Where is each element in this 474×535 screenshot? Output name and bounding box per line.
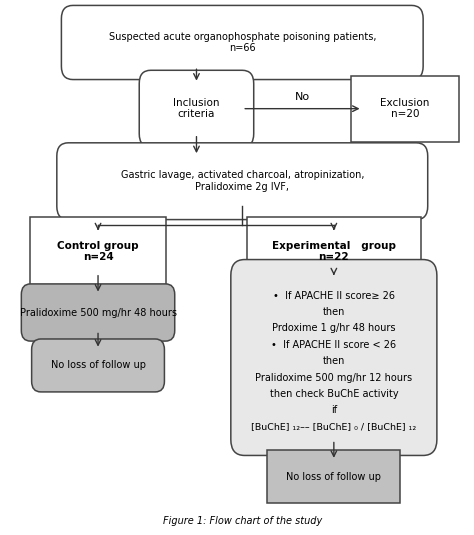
FancyBboxPatch shape (30, 217, 165, 286)
Text: Pralidoxime 500 mg/hr 12 hours: Pralidoxime 500 mg/hr 12 hours (255, 372, 412, 383)
FancyBboxPatch shape (351, 75, 459, 142)
Text: •  If APACHE II score < 26: • If APACHE II score < 26 (271, 340, 396, 350)
Text: then: then (323, 307, 345, 317)
Text: No loss of follow up: No loss of follow up (286, 472, 382, 482)
Text: No: No (295, 93, 310, 102)
Text: Prdoxime 1 g/hr 48 hours: Prdoxime 1 g/hr 48 hours (272, 323, 396, 333)
Text: Figure 1: Flow chart of the study: Figure 1: Flow chart of the study (163, 516, 322, 525)
Text: Exclusion
n=20: Exclusion n=20 (380, 98, 429, 119)
Text: Pralidoxime 500 mg/hr 48 hours: Pralidoxime 500 mg/hr 48 hours (19, 308, 176, 317)
Text: Suspected acute organophosphate poisoning patients,
n=66: Suspected acute organophosphate poisonin… (109, 32, 376, 54)
FancyBboxPatch shape (21, 284, 175, 341)
FancyBboxPatch shape (267, 450, 400, 503)
Text: •  If APACHE II score≥ 26: • If APACHE II score≥ 26 (273, 291, 395, 301)
FancyBboxPatch shape (62, 5, 423, 80)
FancyBboxPatch shape (231, 259, 437, 455)
Text: Control group
n=24: Control group n=24 (57, 241, 139, 262)
FancyBboxPatch shape (57, 143, 428, 219)
Text: Experimental   group
n=22: Experimental group n=22 (272, 241, 396, 262)
Text: if: if (331, 406, 337, 416)
Text: Gastric lavage, activated charcoal, atropinization,
Pralidoxime 2g IVF,: Gastric lavage, activated charcoal, atro… (120, 171, 364, 192)
Text: then check BuChE activity: then check BuChE activity (270, 389, 398, 399)
Text: [BuChE] ₁₂–– [BuChE] ₀ / [BuChE] ₁₂: [BuChE] ₁₂–– [BuChE] ₀ / [BuChE] ₁₂ (251, 422, 417, 431)
FancyBboxPatch shape (247, 217, 421, 286)
Text: No loss of follow up: No loss of follow up (51, 361, 146, 370)
Text: Inclusion
criteria: Inclusion criteria (173, 98, 220, 119)
FancyBboxPatch shape (139, 70, 254, 147)
Text: then: then (323, 356, 345, 366)
FancyBboxPatch shape (32, 339, 164, 392)
